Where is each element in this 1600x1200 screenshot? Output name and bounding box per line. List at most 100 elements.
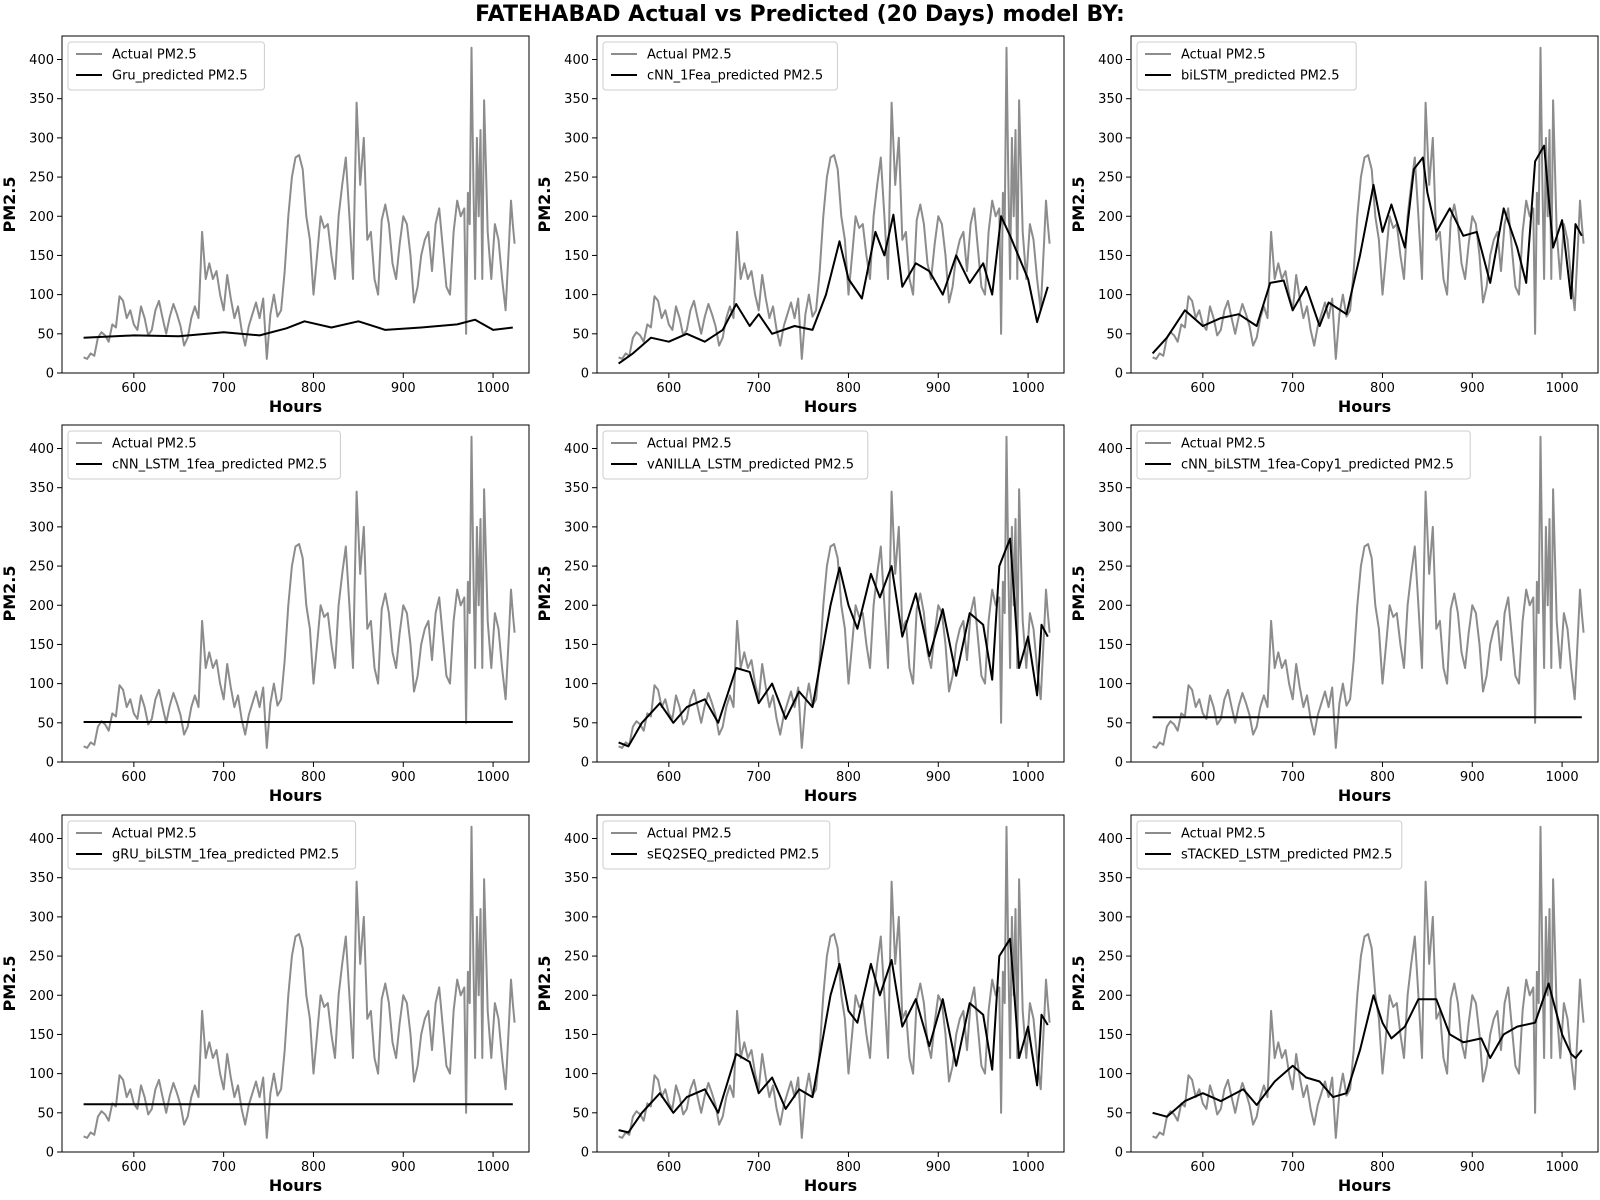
y-tick-label: 350	[564, 92, 589, 107]
y-tick-label: 400	[1098, 53, 1123, 68]
legend-predicted-label: cNN_LSTM_1fea_predicted PM2.5	[112, 458, 327, 473]
legend: Actual PM2.5vANILLA_LSTM_predicted PM2.5	[603, 431, 868, 479]
x-tick-label: 700	[746, 1160, 771, 1175]
x-tick-label: 1000	[477, 770, 510, 785]
y-tick-label: 350	[29, 871, 54, 886]
x-tick-label: 700	[1280, 1160, 1305, 1175]
y-tick-label: 400	[564, 442, 589, 457]
legend-predicted-label: Gru_predicted PM2.5	[112, 69, 248, 84]
predicted-series-line	[1153, 984, 1582, 1117]
y-tick-label: 200	[564, 989, 589, 1004]
x-tick-label: 700	[746, 381, 771, 396]
legend-predicted-label: cNN_biLSTM_1fea-Copy1_predicted PM2.5	[1181, 458, 1454, 473]
y-tick-label: 0	[46, 1146, 54, 1161]
y-tick-label: 400	[29, 442, 54, 457]
x-tick-label: 700	[211, 381, 236, 396]
y-tick-label: 300	[564, 520, 589, 535]
x-tick-label: 800	[301, 770, 326, 785]
x-tick-label: 600	[1190, 381, 1215, 396]
y-axis-label: PM2.5	[1069, 566, 1088, 622]
y-tick-label: 300	[29, 131, 54, 146]
y-axis-label: PM2.5	[0, 177, 19, 233]
y-tick-label: 100	[1098, 1067, 1123, 1082]
actual-series-line	[84, 827, 515, 1138]
y-tick-label: 100	[564, 1067, 589, 1082]
legend-actual-label: Actual PM2.5	[112, 437, 197, 452]
y-tick-label: 250	[29, 560, 54, 575]
y-tick-label: 350	[1098, 481, 1123, 496]
y-tick-label: 200	[1098, 210, 1123, 225]
legend: Actual PM2.5sEQ2SEQ_predicted PM2.5	[603, 821, 830, 869]
subplot-7: 600 700 800 900 1000050100150200250300350400…	[0, 815, 529, 1195]
y-tick-label: 0	[581, 1146, 589, 1161]
x-tick-label: 700	[211, 770, 236, 785]
x-tick-label: 600	[121, 1160, 146, 1175]
x-tick-label: 600	[656, 381, 681, 396]
x-axis-label: Hours	[804, 397, 857, 416]
y-axis-label: PM2.5	[535, 566, 554, 622]
y-tick-label: 250	[564, 171, 589, 186]
y-tick-label: 200	[29, 210, 54, 225]
legend-predicted-label: sEQ2SEQ_predicted PM2.5	[647, 848, 819, 863]
legend-actual-label: Actual PM2.5	[647, 437, 732, 452]
legend: Actual PM2.5 biLSTM_predicted PM2.5	[1137, 42, 1356, 90]
actual-series-line	[84, 48, 515, 359]
y-tick-label: 250	[29, 950, 54, 965]
x-tick-label: 900	[391, 381, 416, 396]
predicted-series-line	[84, 320, 513, 338]
y-tick-label: 150	[1098, 249, 1123, 264]
y-tick-label: 150	[564, 249, 589, 264]
subplot-4: 600 700 800 900 1000050100150200250300350400…	[0, 425, 529, 805]
y-tick-label: 50	[572, 716, 589, 731]
x-tick-label: 1000	[1012, 770, 1045, 785]
predicted-series-line	[619, 539, 1048, 747]
y-tick-label: 350	[29, 92, 54, 107]
y-tick-label: 100	[29, 1067, 54, 1082]
legend-actual-label: Actual PM2.5	[1181, 437, 1266, 452]
y-tick-label: 250	[1098, 560, 1123, 575]
x-tick-label: 700	[1280, 381, 1305, 396]
y-tick-label: 200	[564, 210, 589, 225]
y-tick-label: 150	[1098, 638, 1123, 653]
x-axis-label: Hours	[1338, 786, 1391, 805]
x-tick-label: 1000	[1546, 1160, 1579, 1175]
x-tick-label: 800	[836, 381, 861, 396]
y-tick-label: 50	[1106, 327, 1123, 342]
x-tick-label: 800	[1370, 1160, 1395, 1175]
actual-series-line	[1153, 827, 1584, 1138]
y-tick-label: 250	[29, 171, 54, 186]
y-tick-label: 50	[37, 327, 54, 342]
x-tick-label: 900	[391, 1160, 416, 1175]
x-axis-label: Hours	[804, 786, 857, 805]
legend-predicted-label: sTACKED_LSTM_predicted PM2.5	[1181, 848, 1392, 863]
x-tick-label: 1000	[477, 1160, 510, 1175]
y-axis-label: PM2.5	[535, 177, 554, 233]
y-tick-label: 250	[1098, 950, 1123, 965]
y-tick-label: 300	[29, 520, 54, 535]
y-tick-label: 0	[1115, 1146, 1123, 1161]
legend: Actual PM2.5 Gru_predicted PM2.5	[68, 42, 264, 90]
y-tick-label: 400	[564, 832, 589, 847]
y-tick-label: 300	[564, 910, 589, 925]
subplot-3: 600 700 800 900 1000050100150200250300350400…	[1069, 36, 1598, 416]
x-tick-label: 800	[301, 381, 326, 396]
x-tick-label: 800	[1370, 381, 1395, 396]
x-axis-label: Hours	[269, 1176, 322, 1195]
y-axis-label: PM2.5	[1069, 177, 1088, 233]
x-tick-label: 700	[211, 1160, 236, 1175]
predicted-series-line	[1153, 146, 1582, 354]
actual-series-line	[1153, 437, 1584, 748]
legend: Actual PM2.5 cNN_1Fea_predicted PM2.5	[603, 42, 837, 90]
x-tick-label: 600	[656, 1160, 681, 1175]
legend-predicted-label: biLSTM_predicted PM2.5	[1181, 69, 1340, 84]
x-tick-label: 1000	[477, 381, 510, 396]
y-tick-label: 200	[29, 599, 54, 614]
y-tick-label: 300	[564, 131, 589, 146]
x-tick-label: 900	[926, 381, 951, 396]
y-tick-label: 0	[46, 756, 54, 771]
legend-predicted-label: cNN_1Fea_predicted PM2.5	[647, 69, 823, 84]
legend-actual-label: Actual PM2.5	[1181, 48, 1266, 63]
y-tick-label: 400	[1098, 832, 1123, 847]
y-tick-label: 50	[1106, 1106, 1123, 1121]
